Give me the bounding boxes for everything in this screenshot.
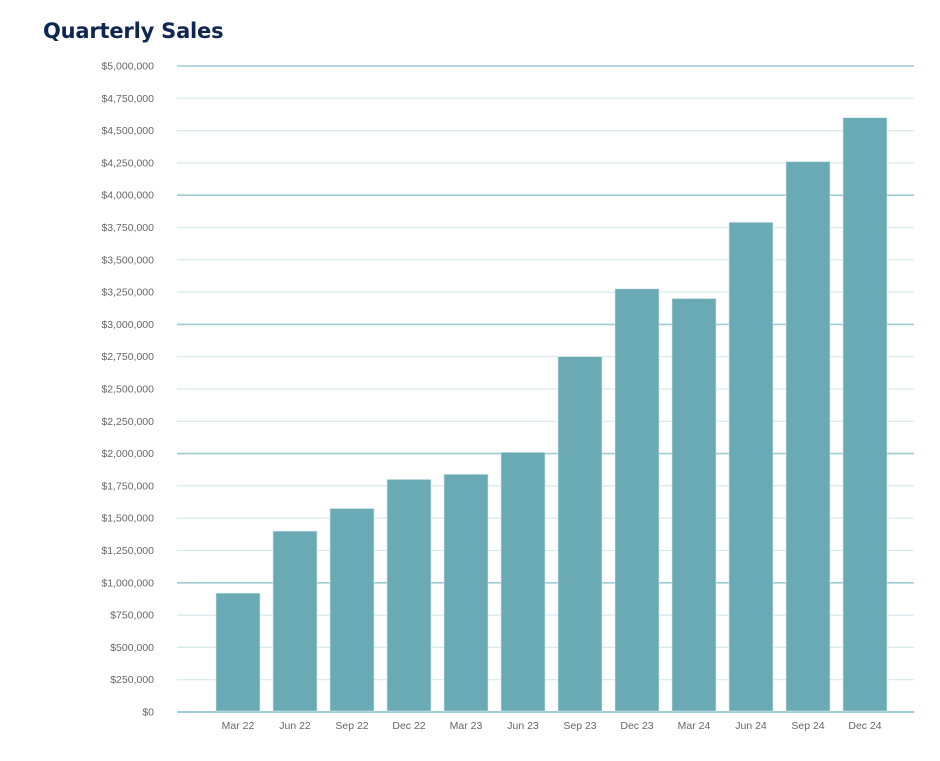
y-tick-label: $1,000,000 bbox=[101, 577, 154, 589]
x-tick-label: Sep 22 bbox=[335, 720, 368, 732]
bar bbox=[386, 479, 432, 712]
y-tick-label: $1,500,000 bbox=[101, 513, 154, 525]
y-tick-label: $2,250,000 bbox=[101, 416, 154, 428]
y-tick-label: $4,750,000 bbox=[101, 93, 154, 105]
y-tick-label: $0 bbox=[142, 707, 154, 719]
x-tick-label: Mar 24 bbox=[678, 720, 711, 732]
chart-title: Quarterly Sales bbox=[43, 19, 224, 43]
bar bbox=[842, 117, 888, 712]
y-tick-label: $2,000,000 bbox=[101, 448, 154, 460]
y-tick-label: $3,500,000 bbox=[101, 254, 154, 266]
bar bbox=[614, 288, 660, 712]
y-axis-ticks: $0 $250,000 $500,000 $750,000 $1,000,000 $1,2… bbox=[101, 61, 154, 719]
x-tick-label: Jun 22 bbox=[279, 720, 311, 732]
y-tick-label: $3,000,000 bbox=[101, 319, 154, 331]
bar bbox=[785, 161, 831, 712]
y-tick-label: $4,000,000 bbox=[101, 190, 154, 202]
y-tick-label: $5,000,000 bbox=[101, 61, 154, 73]
x-tick-label: Jun 23 bbox=[507, 720, 539, 732]
y-tick-label: $500,000 bbox=[110, 642, 154, 654]
y-tick-label: $3,750,000 bbox=[101, 222, 154, 234]
bar bbox=[557, 356, 603, 712]
x-tick-label: Jun 24 bbox=[735, 720, 767, 732]
x-tick-label: Mar 23 bbox=[450, 720, 483, 732]
bar bbox=[443, 473, 489, 712]
x-tick-label: Dec 24 bbox=[848, 720, 881, 732]
x-tick-label: Sep 23 bbox=[563, 720, 596, 732]
y-tick-label: $3,250,000 bbox=[101, 287, 154, 299]
y-tick-label: $4,250,000 bbox=[101, 157, 154, 169]
y-tick-label: $250,000 bbox=[110, 674, 154, 686]
x-tick-label: Mar 22 bbox=[222, 720, 255, 732]
bar bbox=[500, 452, 546, 712]
x-tick-label: Dec 22 bbox=[392, 720, 425, 732]
y-tick-label: $4,500,000 bbox=[101, 125, 154, 137]
x-tick-label: Sep 24 bbox=[791, 720, 824, 732]
bar bbox=[215, 592, 261, 712]
bar bbox=[728, 222, 774, 712]
x-axis-ticks: Mar 22 Jun 22 Sep 22 Dec 22 Mar 23 Jun 23 Sep … bbox=[222, 720, 882, 732]
bar bbox=[671, 298, 717, 712]
y-tick-label: $2,750,000 bbox=[101, 351, 154, 363]
bar bbox=[272, 530, 318, 712]
y-tick-label: $1,750,000 bbox=[101, 480, 154, 492]
bar bbox=[329, 508, 375, 712]
y-tick-label: $750,000 bbox=[110, 610, 154, 622]
y-tick-label: $2,500,000 bbox=[101, 384, 154, 396]
x-tick-label: Dec 23 bbox=[620, 720, 653, 732]
y-tick-label: $1,250,000 bbox=[101, 545, 154, 557]
bars bbox=[215, 117, 888, 712]
